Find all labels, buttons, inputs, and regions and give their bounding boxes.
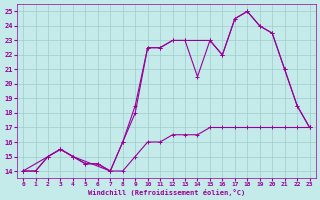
X-axis label: Windchill (Refroidissement éolien,°C): Windchill (Refroidissement éolien,°C) [88,189,245,196]
